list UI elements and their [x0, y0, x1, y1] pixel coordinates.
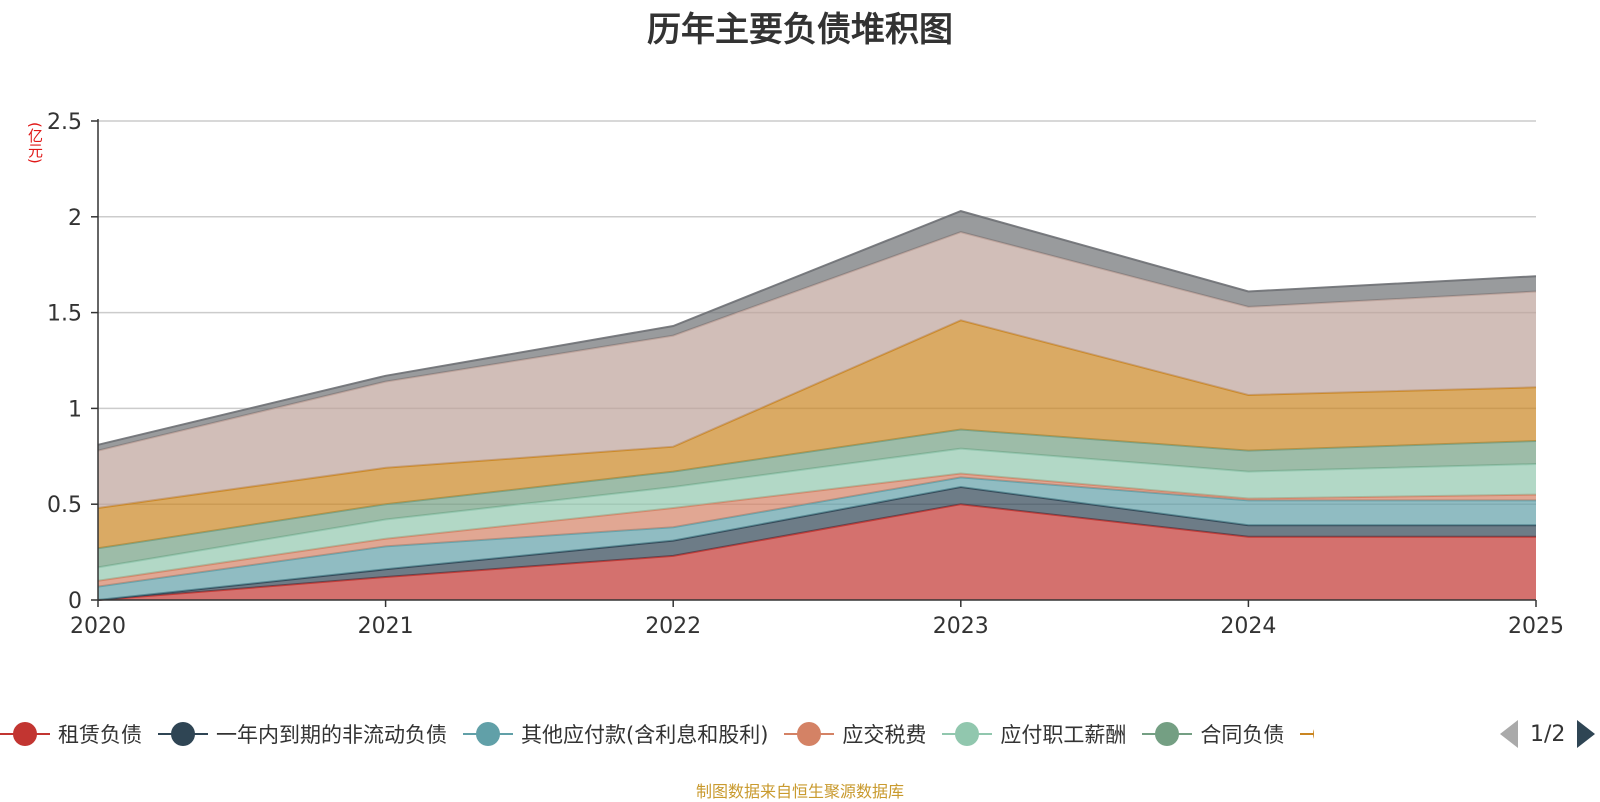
legend-label: 应付职工薪酬 [1000, 723, 1127, 747]
legend-item[interactable]: 其他应付款(含利息和股利) [463, 716, 768, 752]
y-tick-label: 1.5 [47, 302, 82, 327]
x-tick-label: 2021 [358, 614, 414, 639]
legend-marker-icon [158, 721, 208, 747]
legend-marker-icon [463, 721, 513, 747]
legend-marker-icon [942, 721, 993, 747]
legend-marker-icon [0, 721, 50, 747]
y-tick-label: 2.5 [47, 110, 82, 135]
legend-label: 应交税费 [842, 723, 927, 747]
y-tick-label: 1 [68, 397, 82, 422]
legend-prev-page-button[interactable] [1500, 720, 1518, 748]
legend-item[interactable]: 应交税费 [784, 716, 926, 752]
legend-page-indicator: 1/2 [1530, 721, 1566, 747]
legend-item[interactable]: 租赁负债 [0, 716, 142, 752]
area-series-7 [98, 232, 1536, 508]
y-tick-label: 0 [68, 589, 82, 614]
legend-item[interactable]: 一年内到期的非流动负债 [158, 716, 447, 752]
x-tick-label: 2023 [933, 614, 989, 639]
x-tick-label: 2024 [1220, 614, 1276, 639]
legend-item[interactable]: 应付职工薪酬 [942, 716, 1126, 752]
area-series-5 [98, 429, 1536, 568]
legend: 租赁负债 一年内到期的非流动负债 其他应付款(含利息和股利) 应交税费 应付职工薪酬 合同… [0, 716, 1480, 752]
y-tick-label: 2 [68, 206, 82, 231]
legend-marker-icon [784, 721, 835, 747]
data-source-note: 制图数据来自恒生聚源数据库 [695, 782, 904, 801]
legend-item-partial[interactable] [1300, 716, 1322, 752]
legend-marker-icon [1300, 721, 1315, 747]
x-tick-label: 2025 [1508, 614, 1564, 639]
area-series-3 [98, 473, 1536, 587]
legend-label: 其他应付款(含利息和股利) [521, 723, 769, 747]
legend-marker-icon [1142, 721, 1193, 747]
legend-label: 一年内到期的非流动负债 [216, 723, 447, 747]
x-tick-label: 2022 [645, 614, 701, 639]
x-tick-label: 2020 [70, 614, 126, 639]
legend-label: 合同负债 [1200, 723, 1285, 747]
chart-title: 历年主要负债堆积图 [647, 10, 953, 50]
series-line-8 [97, 210, 1537, 446]
area-series-2 [98, 477, 1536, 600]
y-axis-unit-label: (亿元) [26, 122, 44, 164]
legend-label: 租赁负债 [58, 723, 142, 747]
legend-pager: 1/2 [1500, 716, 1596, 752]
area-series-0 [98, 504, 1536, 600]
area-series-4 [98, 448, 1536, 581]
y-tick-label: 0.5 [47, 493, 82, 518]
legend-item[interactable]: 合同负债 [1142, 716, 1284, 752]
stacked-area-chart: 0 0.5 1 1.5 2 2.5 2020 2021 2022 2023 2024 2025 [47, 110, 1564, 639]
legend-next-page-button[interactable] [1577, 720, 1596, 748]
